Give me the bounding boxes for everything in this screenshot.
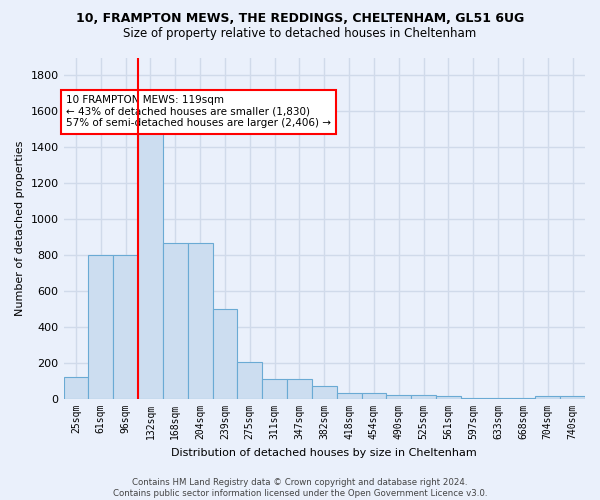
Bar xyxy=(535,396,560,399)
Bar xyxy=(163,242,188,399)
Bar xyxy=(88,255,113,399)
Bar xyxy=(138,131,163,399)
Bar xyxy=(511,398,535,399)
Bar xyxy=(436,396,461,399)
Bar xyxy=(312,386,337,399)
Bar xyxy=(362,393,386,399)
Bar xyxy=(212,309,238,399)
Bar xyxy=(386,396,411,399)
Bar xyxy=(287,380,312,399)
Text: Size of property relative to detached houses in Cheltenham: Size of property relative to detached ho… xyxy=(124,28,476,40)
Bar xyxy=(238,362,262,399)
Text: Contains HM Land Registry data © Crown copyright and database right 2024.
Contai: Contains HM Land Registry data © Crown c… xyxy=(113,478,487,498)
Bar xyxy=(64,376,88,399)
Text: 10 FRAMPTON MEWS: 119sqm
← 43% of detached houses are smaller (1,830)
57% of sem: 10 FRAMPTON MEWS: 119sqm ← 43% of detach… xyxy=(66,96,331,128)
Bar xyxy=(188,242,212,399)
Y-axis label: Number of detached properties: Number of detached properties xyxy=(15,140,25,316)
X-axis label: Distribution of detached houses by size in Cheltenham: Distribution of detached houses by size … xyxy=(172,448,477,458)
Text: 10, FRAMPTON MEWS, THE REDDINGS, CHELTENHAM, GL51 6UG: 10, FRAMPTON MEWS, THE REDDINGS, CHELTEN… xyxy=(76,12,524,26)
Bar xyxy=(337,393,362,399)
Bar xyxy=(485,398,511,399)
Bar xyxy=(113,255,138,399)
Bar xyxy=(262,380,287,399)
Bar xyxy=(411,396,436,399)
Bar xyxy=(560,396,585,399)
Bar xyxy=(461,398,485,399)
